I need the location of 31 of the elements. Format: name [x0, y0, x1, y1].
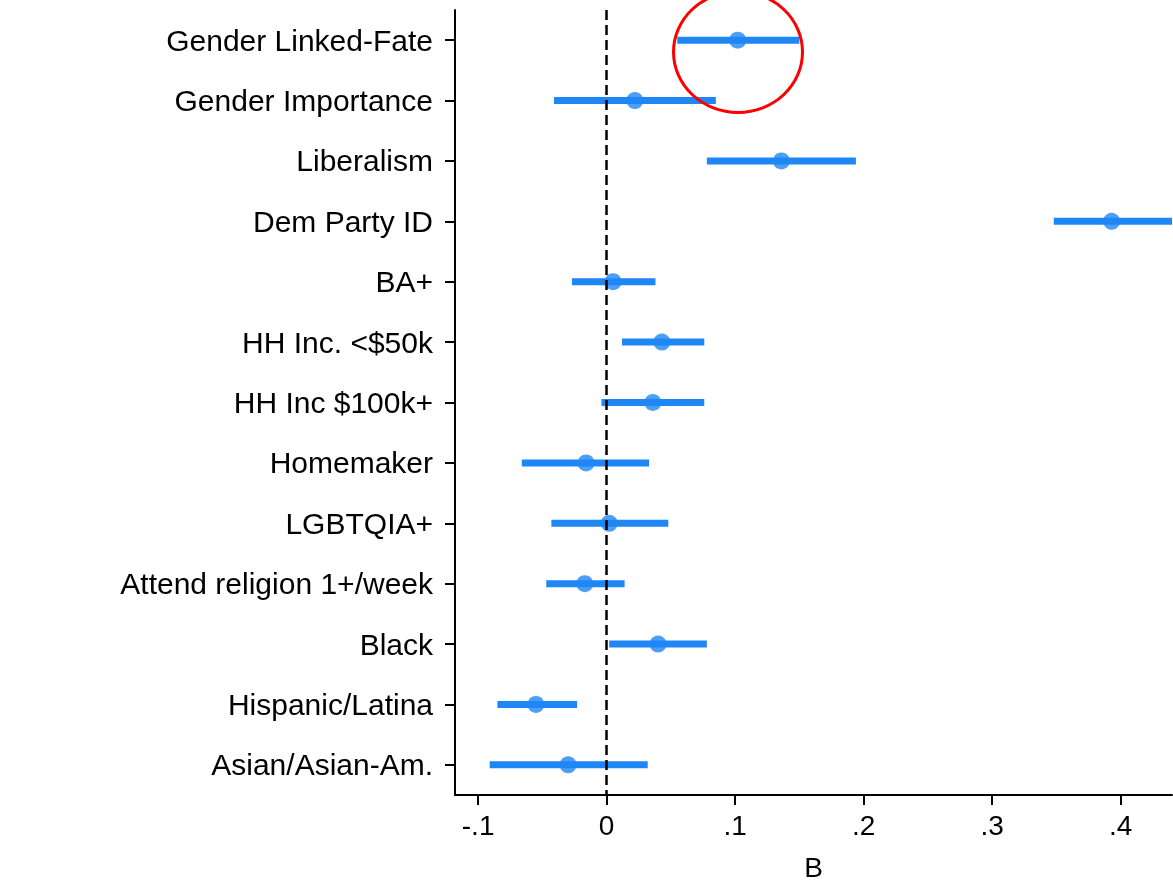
point: [626, 92, 644, 110]
y-tick-label: Liberalism: [296, 144, 433, 178]
y-tick-label: Hispanic/Latina: [227, 687, 434, 721]
y-tick-label: LGBTQIA+: [285, 506, 433, 540]
x-tick-label: .2: [851, 809, 876, 841]
point: [577, 454, 595, 472]
x-tick-label: .3: [980, 809, 1004, 841]
point: [653, 333, 671, 351]
y-tick-label: Gender Linked-Fate: [166, 23, 433, 57]
y-tick-label: HH Inc. <$50k: [242, 325, 434, 359]
point: [576, 575, 594, 593]
point: [559, 756, 577, 774]
y-tick-label: Black: [359, 627, 434, 661]
point: [649, 635, 667, 653]
x-tick-label: 0: [598, 809, 615, 841]
y-tick-label: HH Inc $100k+: [233, 386, 433, 419]
point: [644, 394, 662, 411]
point: [729, 31, 747, 49]
y-tick-label: BA+: [375, 265, 433, 299]
x-tick-label: -.1: [461, 809, 495, 841]
x-axis-title: B: [804, 851, 823, 883]
x-tick-label: .1: [723, 809, 747, 841]
y-tick-label: Dem Party ID: [252, 204, 433, 238]
point: [772, 152, 790, 170]
point: [1103, 212, 1121, 230]
y-tick-label: Asian/Asian-Am.: [211, 748, 433, 782]
y-tick-label: Gender Importance: [174, 84, 433, 118]
y-tick-label: Homemaker: [269, 446, 434, 480]
x-tick-label: .4: [1108, 809, 1133, 841]
y-tick-label: Attend religion 1+/week: [120, 567, 434, 601]
point: [527, 695, 545, 713]
